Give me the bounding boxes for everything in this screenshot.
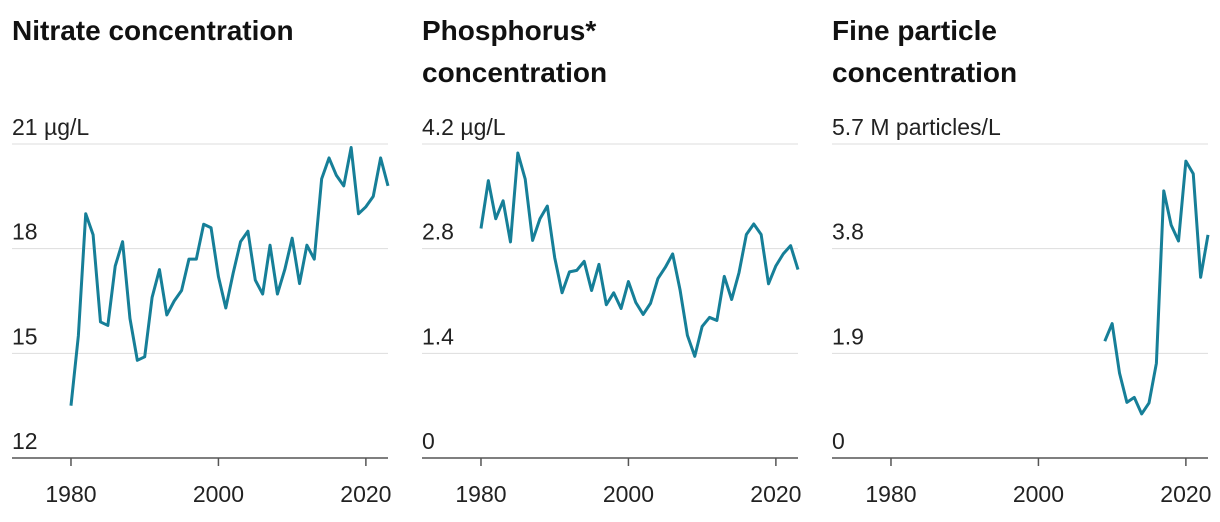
y-tick-label: 21 µg/L	[12, 114, 89, 140]
chart-title: Nitrate concentration	[12, 15, 294, 46]
x-tick-label: 2000	[603, 481, 654, 507]
x-tick-label: 2020	[750, 481, 801, 507]
x-tick-label: 1980	[455, 481, 506, 507]
y-tick-label: 4.2 µg/L	[422, 114, 506, 140]
y-tick-label: 15	[12, 323, 38, 349]
y-tick-label: 18	[12, 219, 38, 245]
y-tick-label: 0	[422, 428, 435, 454]
line	[1103, 159, 1210, 416]
y-tick-label: 0	[832, 428, 845, 454]
chart-title: Phosphorus* concentration	[422, 15, 608, 88]
x-tick-label: 2020	[340, 481, 391, 507]
y-tick-label: 2.8	[422, 219, 454, 245]
x-tick-label: 1980	[865, 481, 916, 507]
line	[479, 151, 800, 358]
y-tick-label: 1.9	[832, 323, 864, 349]
y-tick-label: 12	[12, 428, 38, 454]
y-tick-label: 5.7 M particles/L	[832, 114, 1001, 140]
x-tick-label: 2000	[1013, 481, 1064, 507]
y-tick-label: 1.4	[422, 323, 454, 349]
chart-title: Fine particle concentration	[832, 15, 1018, 88]
x-tick-label: 2000	[193, 481, 244, 507]
line	[69, 145, 390, 406]
y-tick-label: 3.8	[832, 219, 864, 245]
x-tick-label: 1980	[45, 481, 96, 507]
x-tick-label: 2020	[1160, 481, 1211, 507]
